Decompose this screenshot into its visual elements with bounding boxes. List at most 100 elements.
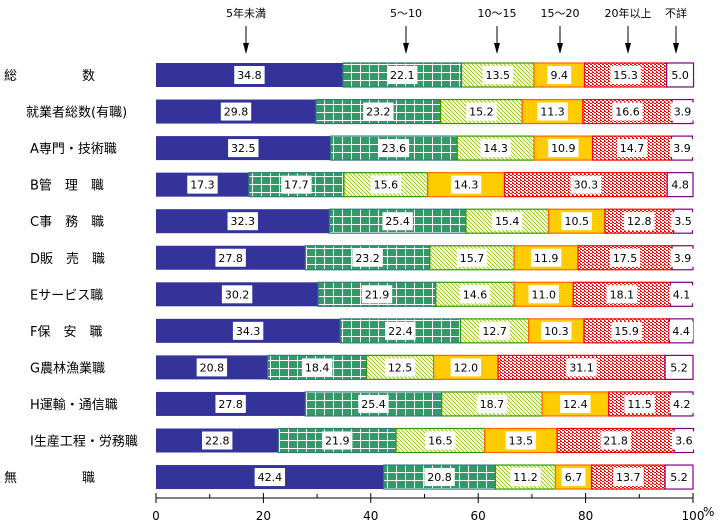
legend-label: 20年以上 (605, 6, 652, 20)
data-label: 13.5 (509, 435, 534, 448)
data-label-bg (459, 285, 491, 304)
data-label-bg (541, 321, 572, 340)
data-label-bg (202, 431, 233, 450)
data-label-bg (670, 102, 695, 121)
data-label-bg (624, 212, 655, 231)
category-label: B管 理 職 (30, 179, 104, 194)
data-label-bg (667, 468, 691, 487)
data-label: 17.7 (284, 179, 309, 192)
bar-row: 30.2 21.9 14.6 11.0 18.1 4.1 (156, 281, 694, 307)
data-label: 16.6 (615, 106, 640, 119)
bar-row: 32.5 23.6 14.3 10.9 14.7 3.9 (156, 135, 694, 161)
data-label-bg (424, 468, 455, 487)
legend: 5年未満 5～10 10～15 15～20 20年以上 不詳 (226, 6, 687, 54)
data-label: 22.4 (388, 325, 413, 338)
data-label-bg (561, 468, 586, 487)
data-label-bg (491, 212, 523, 231)
data-label-bg (466, 102, 497, 121)
data-label: 23.2 (355, 252, 380, 265)
data-label: 20.8 (427, 471, 452, 484)
bar-row: 32.3 25.4 15.4 10.5 12.8 3.5 (156, 208, 695, 234)
legend-arrow-head-icon (625, 43, 631, 54)
data-label: 15.3 (613, 69, 638, 82)
data-label: 30.2 (225, 288, 250, 301)
data-label-bg (215, 248, 246, 267)
bar-row: 22.8 21.9 16.5 13.5 21.8 3.6 (156, 427, 696, 454)
data-label-bg (196, 358, 228, 377)
data-label: 15.7 (460, 252, 485, 265)
data-label-bg (561, 212, 592, 231)
data-label: 12.4 (563, 398, 588, 411)
data-label-bg (378, 139, 410, 158)
data-label-bg (611, 321, 642, 340)
data-label-bg (610, 66, 641, 84)
data-label: 5.2 (670, 361, 688, 374)
bar-row: 27.8 25.4 18.7 12.4 11.5 4.2 (156, 391, 694, 417)
category-label: 総 数 (4, 69, 95, 84)
data-label: 20.8 (200, 361, 225, 374)
data-label: 13.5 (486, 69, 511, 82)
bar-row: 17.3 17.7 15.6 14.3 30.3 4.8 (156, 172, 694, 198)
legend-label: 5年未満 (226, 6, 266, 20)
legend-arrow-head-icon (403, 43, 409, 54)
data-label-bg (547, 66, 572, 84)
legend-arrow-head-icon (243, 43, 249, 54)
data-label-bg (505, 431, 537, 450)
bar-row: 29.8 23.2 15.2 11.3 16.6 3.9 (156, 98, 695, 125)
data-label-bg (668, 66, 693, 84)
data-label: 27.8 (218, 252, 243, 265)
data-label: 11.3 (540, 106, 565, 119)
category-label: F保 安 職 (30, 325, 102, 340)
x-axis: 0 20 40 60 80 100% (152, 493, 714, 522)
data-label-bg (234, 66, 265, 84)
data-label-bg (616, 139, 648, 158)
data-label: 22.1 (390, 69, 415, 82)
bar-row: 34.3 22.4 12.7 10.3 15.9 4.4 (156, 318, 694, 344)
data-label: 4.2 (673, 398, 691, 411)
bar-row: 27.8 23.2 15.7 11.9 17.5 3.9 (156, 245, 695, 271)
x-tick-label: 40 (363, 509, 378, 522)
data-label-bg (361, 285, 393, 304)
legend-arrow-head-icon (673, 43, 679, 54)
data-label: 17.3 (190, 179, 215, 192)
data-label-bg (382, 212, 413, 231)
category-label: A専門・技術職 (30, 142, 117, 157)
data-label: 21.9 (325, 435, 350, 448)
data-label: 25.4 (385, 215, 410, 228)
category-label: D販 売 職 (30, 251, 105, 267)
data-label-bg (450, 358, 482, 377)
data-label-bg (254, 468, 286, 487)
data-label: 4.8 (671, 179, 689, 192)
data-label-bg (281, 175, 312, 194)
data-label: 10.5 (564, 215, 589, 228)
data-label-bg (358, 394, 389, 413)
data-label: 21.9 (365, 288, 390, 301)
data-label: 14.3 (483, 142, 508, 155)
x-tick-label: 100 (682, 509, 705, 522)
data-label-bg (352, 248, 383, 267)
data-label: 10.9 (551, 142, 576, 155)
data-label-bg (669, 394, 694, 413)
data-label: 18.7 (480, 398, 505, 411)
bar-row: 20.8 18.4 12.5 12.0 31.1 5.2 (156, 354, 694, 380)
data-label: 3.6 (675, 435, 693, 448)
data-label: 15.2 (469, 106, 494, 119)
data-label-bg (363, 102, 394, 121)
data-label-bg (624, 394, 655, 413)
data-label: 3.9 (673, 142, 691, 155)
x-tick-label: 60 (471, 509, 486, 522)
data-label: 18.4 (305, 361, 330, 374)
data-label: 34.8 (237, 69, 262, 82)
legend-label: 15～20 (541, 7, 580, 20)
data-label: 14.3 (454, 179, 479, 192)
legend-arrow-head-icon (494, 43, 500, 54)
data-label: 15.9 (614, 325, 639, 338)
category-label: H運輸・通信職 (30, 398, 118, 413)
data-label: 42.4 (258, 471, 283, 484)
data-label: 9.4 (551, 69, 569, 82)
data-label: 5.2 (670, 471, 688, 484)
data-label-bg (537, 102, 568, 121)
data-label: 32.5 (231, 142, 256, 155)
data-label-bg (456, 248, 488, 267)
